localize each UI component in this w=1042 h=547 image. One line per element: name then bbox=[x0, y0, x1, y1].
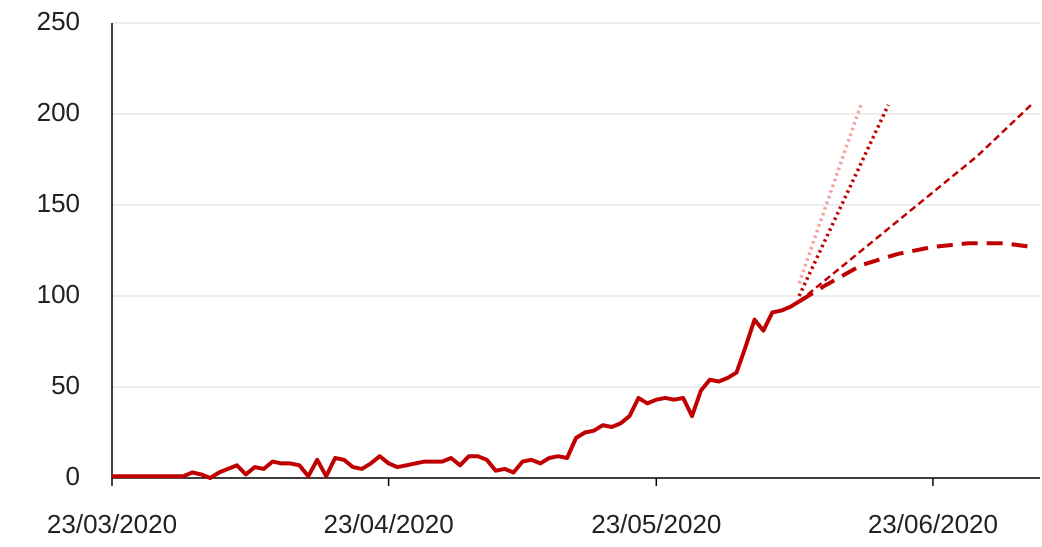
y-tick-label: 50 bbox=[51, 370, 80, 400]
x-tick-label: 23/05/2020 bbox=[591, 509, 721, 539]
y-tick-label: 200 bbox=[37, 97, 80, 127]
x-tick-label: 23/03/2020 bbox=[47, 509, 177, 539]
y-tick-label: 150 bbox=[37, 188, 80, 218]
x-tick-label: 23/06/2020 bbox=[868, 509, 998, 539]
y-tick-label: 0 bbox=[66, 461, 80, 491]
series-line bbox=[112, 299, 801, 480]
y-tick-label: 250 bbox=[37, 6, 80, 36]
series-line bbox=[798, 241, 1032, 304]
series-line bbox=[797, 102, 864, 284]
series-line bbox=[797, 104, 890, 297]
x-tick-label: 23/04/2020 bbox=[324, 509, 454, 539]
y-tick-label: 100 bbox=[37, 279, 80, 309]
series-line bbox=[798, 103, 1032, 303]
